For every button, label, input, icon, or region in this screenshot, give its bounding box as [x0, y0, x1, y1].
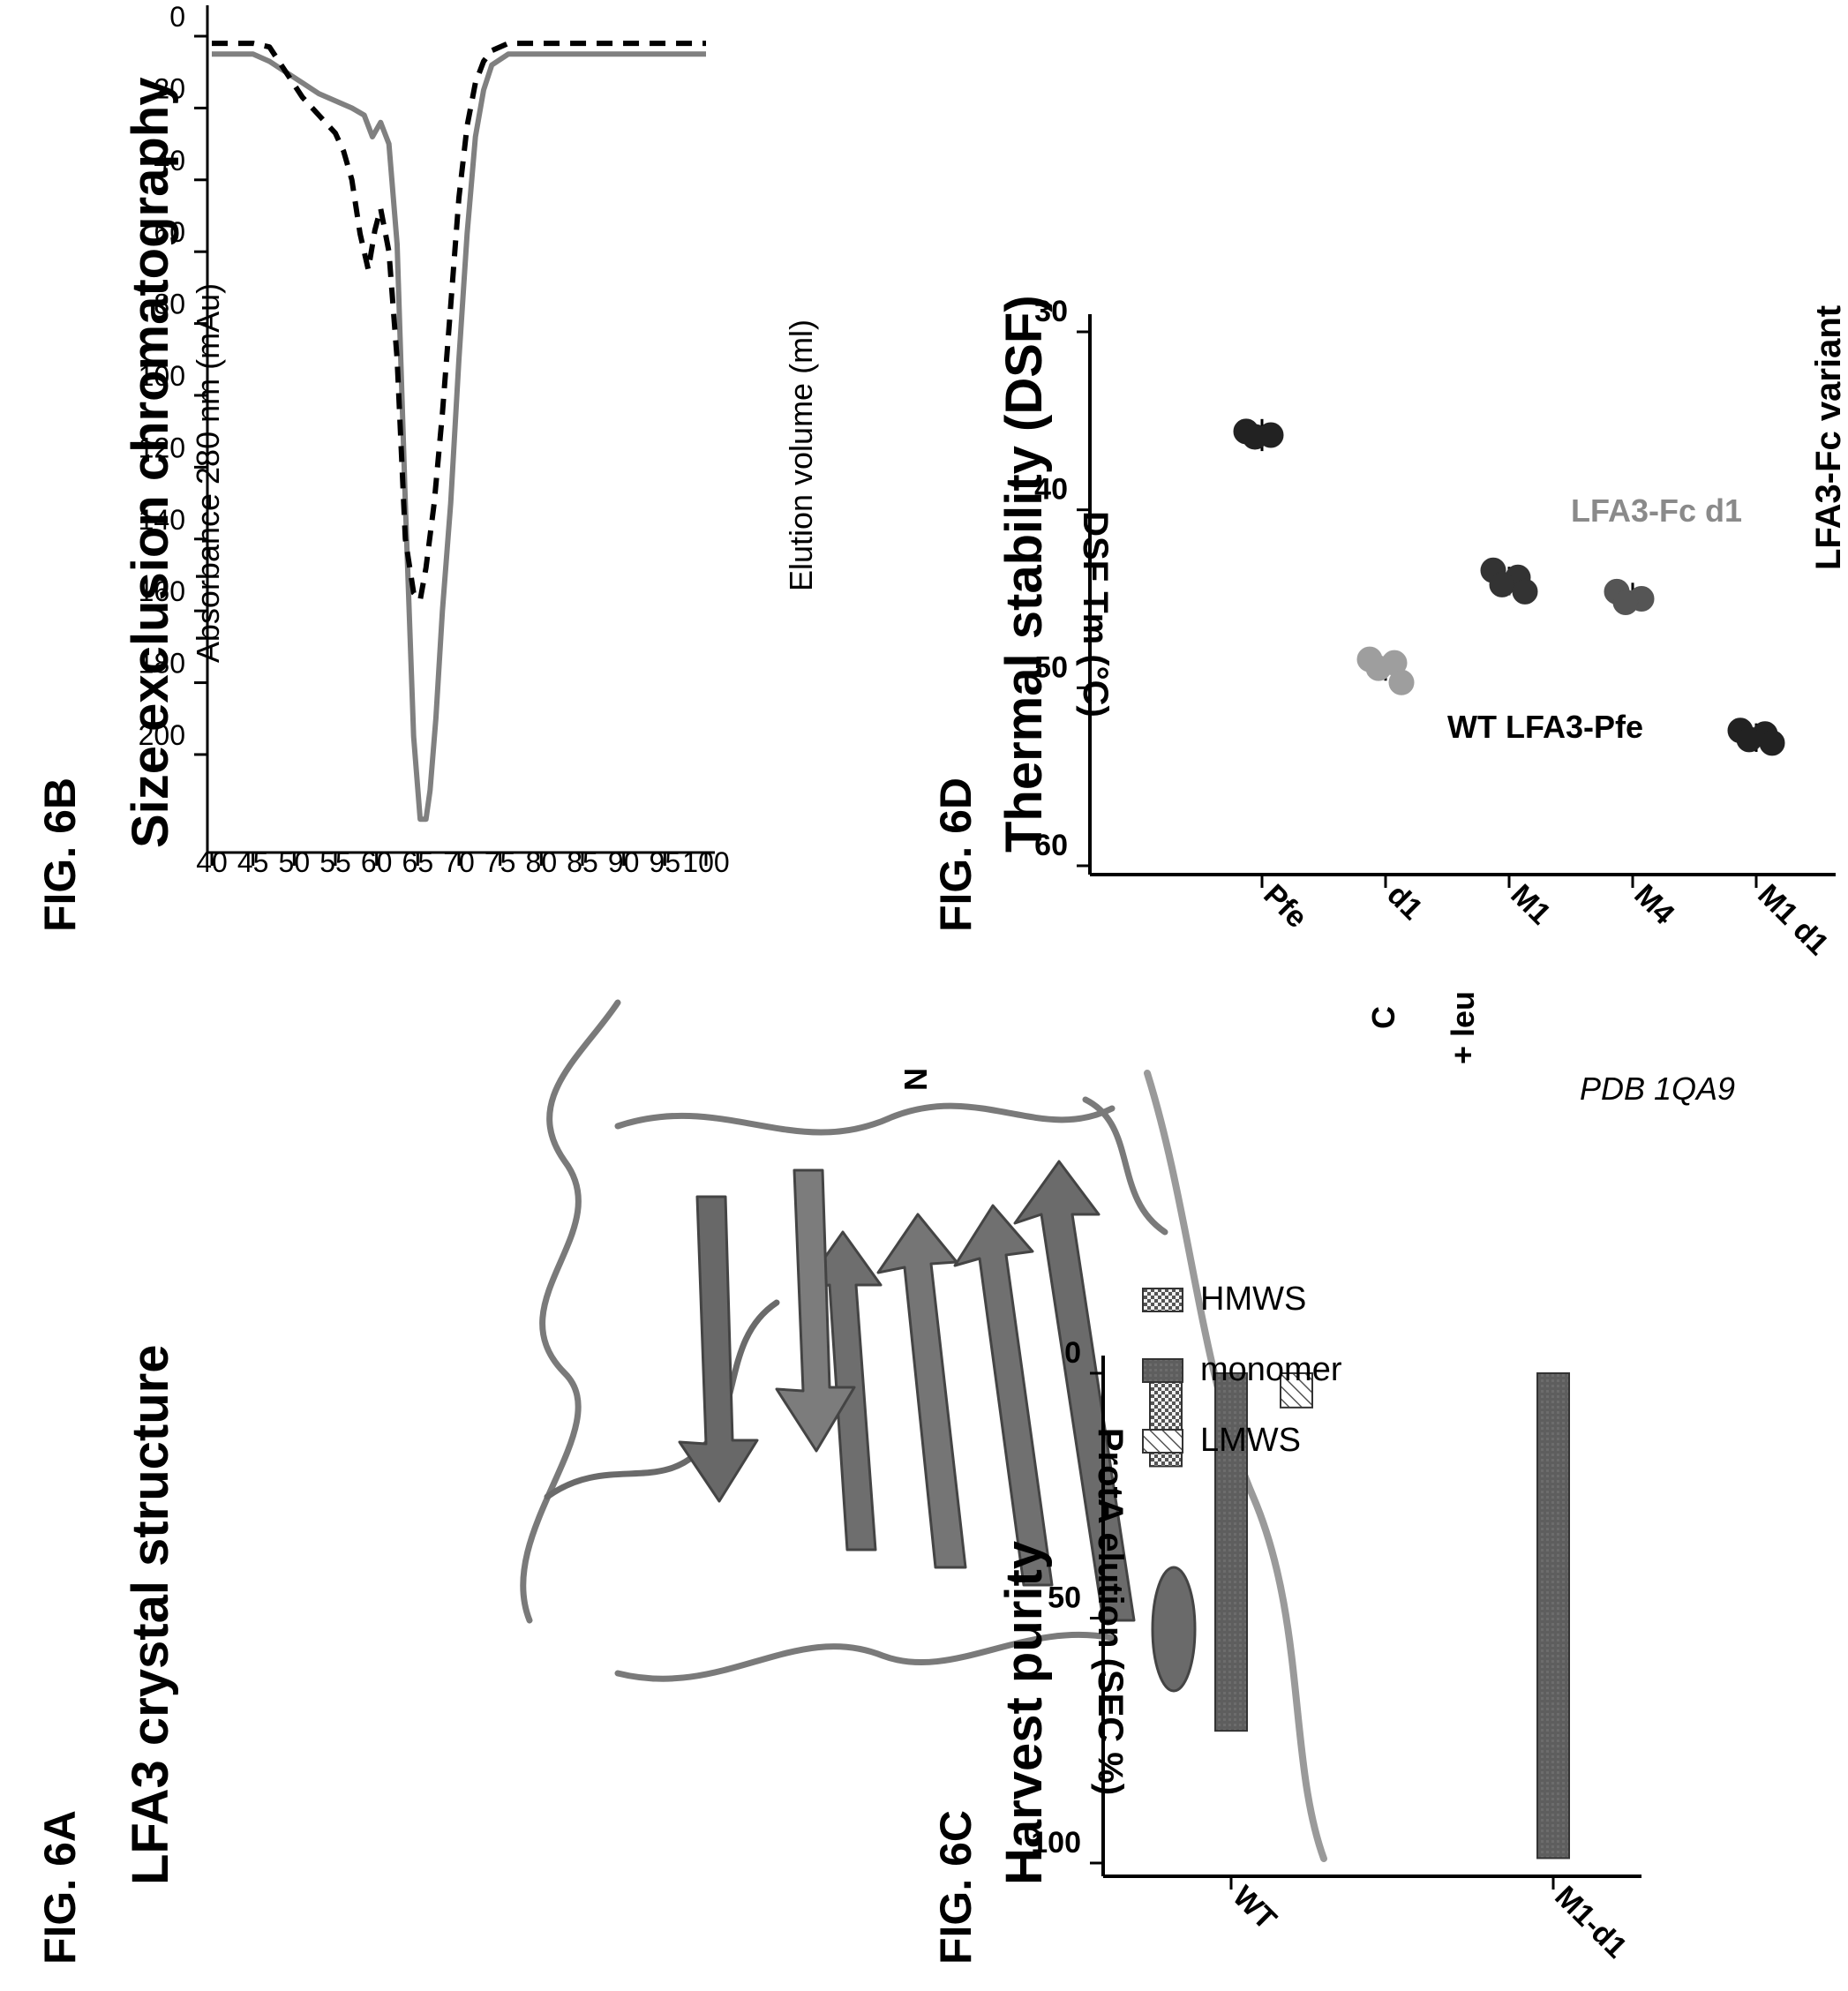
purity-legend: LMWS monomer HMWS: [1142, 1281, 1342, 1459]
panel-a: FIG. 6A LFA3 crystal structure C + leu N…: [35, 991, 1735, 1965]
dsf-y-tick-label: 50: [1034, 650, 1068, 684]
dsf-x-tick-label: M1: [1504, 878, 1557, 931]
purity-y-tick-label: 0: [1064, 1336, 1081, 1370]
purity-y-ticks: 0 50 100: [1031, 1336, 1103, 1865]
purity-y-tick-label: 100: [1031, 1826, 1081, 1860]
sec-x-tick-label: 90: [608, 846, 640, 878]
sec-x-tick-label: 85: [567, 846, 598, 878]
purity-bar-lmws-wt: [1280, 1371, 1313, 1409]
sec-y-tick-label: 80: [154, 289, 185, 320]
dsf-x-tick-label: d1: [1380, 878, 1429, 927]
purity-x-tick-label: M1-d1: [1548, 1880, 1633, 1965]
sec-x-tick-label: 45: [237, 846, 269, 878]
sec-y-tick-label: 160: [139, 575, 185, 607]
fig-6a-label: FIG. 6A: [35, 1810, 85, 1965]
purity-x-tick-label: WT: [1226, 1880, 1282, 1936]
sec-y-tick-label: 60: [154, 216, 185, 248]
legend-label-hmws: HMWS: [1200, 1281, 1306, 1318]
dsf-x-tick-label: M1 d1: [1751, 878, 1835, 962]
panel-c: FIG. 6C Harvest purity 0 50 100 WT M1-d1 Pr…: [931, 1281, 1641, 1965]
purity-x-ticks: WT M1-d1: [1226, 1876, 1634, 1965]
fig-6d-label: FIG. 6D: [931, 778, 980, 932]
dsf-y-axis-title: DSF Tm (°C): [1076, 511, 1115, 718]
sec-y-tick-label: 20: [154, 72, 185, 104]
sec-x-tick-label: 50: [279, 846, 311, 878]
sec-x-tick-label: 80: [526, 846, 558, 878]
series-label-wt-lfa3-pfe: WT LFA3-Pfe: [1447, 709, 1643, 745]
fig-6b-title: Size exclusion chromatography: [122, 78, 179, 848]
legend-swatch-hmws: [1142, 1288, 1183, 1312]
dsf-points: [1233, 418, 1785, 756]
dsf-y-tick-label: 60: [1034, 829, 1068, 862]
c-terminus-label: C: [1365, 1006, 1401, 1029]
sec-y-tick-label: 200: [139, 719, 185, 751]
dsf-point-d1: [1388, 669, 1415, 695]
sec-x-ticks: 40 45 50 55 60 65 70 75 80 85 90 95 100: [196, 846, 729, 878]
dsf-point-m1-d1: [1736, 726, 1762, 753]
series-label-lfa3-fc-d1: LFA3-Fc d1: [1571, 492, 1742, 529]
n-terminus-label: N: [898, 1068, 934, 1091]
sec-x-tick-label: 60: [361, 846, 393, 878]
sec-x-tick-label: 95: [650, 846, 681, 878]
purity-bar-monomer-wt: [1214, 1372, 1248, 1732]
sec-traces: [212, 41, 706, 823]
sec-y-tick-label: 140: [139, 504, 185, 536]
dsf-point-m4: [1612, 590, 1639, 616]
legend-swatch-lmws: [1142, 1429, 1183, 1454]
panel-d: FIG. 6D Thermal stability (DSF) 30 40 50 60…: [931, 295, 1848, 962]
dsf-point-pfe: [1242, 424, 1268, 450]
sec-x-axis-title: Elution volume (ml): [783, 319, 819, 591]
sec-y-tick-label: 120: [139, 432, 185, 463]
fig-6c-label: FIG. 6C: [931, 1810, 980, 1965]
sec-x-tick-label: 75: [485, 846, 516, 878]
dsf-y-tick-label: 30: [1034, 295, 1068, 328]
sec-trace-lfa3-fc-d1: [212, 51, 706, 823]
dsf-y-tick-label: 40: [1034, 473, 1068, 507]
sec-y-tick-label: 180: [139, 648, 185, 680]
dsf-x-tick-label: Pfe: [1257, 878, 1313, 935]
sec-y-ticks: 0 20 40 60 80 100 120 140 160 180 200: [139, 1, 207, 756]
sec-y-tick-label: 100: [139, 360, 185, 392]
sec-x-tick-label: 40: [196, 846, 228, 878]
dsf-point-m1: [1512, 578, 1538, 605]
sec-y-tick-label: 40: [154, 145, 185, 177]
panel-b: FIG. 6B Size exclusion chromatography 0 2…: [35, 1, 1742, 932]
fig-6a-title: LFA3 crystal structure: [122, 1345, 179, 1885]
sec-trace-wt-lfa3-pfe: [212, 41, 706, 603]
pdb-id-label: PDB 1QA9: [1580, 1071, 1735, 1107]
sec-x-tick-label: 70: [443, 846, 475, 878]
dsf-x-tick-label: M4: [1627, 878, 1680, 931]
fig-6c-title: Harvest purity: [995, 1541, 1053, 1885]
dsf-point-m1: [1489, 571, 1515, 597]
sec-x-tick-label: 100: [682, 846, 729, 878]
legend-label-lmws: LMWS: [1200, 1422, 1301, 1459]
purity-y-axis-title: ProtA elution (SEC %): [1091, 1428, 1130, 1795]
dsf-y-ticks: 30 40 50 60: [1034, 295, 1090, 868]
dsf-x-axis-title: LFA3-Fc variant: [1809, 305, 1848, 570]
dsf-point-m1-d1: [1759, 730, 1785, 756]
legend-swatch-monomer: [1142, 1358, 1183, 1383]
sec-x-tick-label: 55: [319, 846, 351, 878]
leu-label: + leu: [1445, 991, 1481, 1064]
legend-label-monomer: monomer: [1200, 1351, 1342, 1388]
purity-bars: [1149, 1371, 1570, 1860]
sec-x-tick-label: 65: [402, 846, 434, 878]
purity-y-tick-label: 50: [1048, 1582, 1081, 1615]
fig-6d-title: Thermal stability (DSF): [995, 295, 1053, 853]
fig-6b-label: FIG. 6B: [35, 778, 85, 932]
sec-y-axis-title: Absorbance 280 nm (mAu): [190, 283, 226, 663]
dsf-point-d1: [1365, 655, 1392, 681]
purity-bar-monomer-m1-d1: [1536, 1371, 1570, 1860]
sec-y-tick-label: 0: [169, 1, 185, 33]
